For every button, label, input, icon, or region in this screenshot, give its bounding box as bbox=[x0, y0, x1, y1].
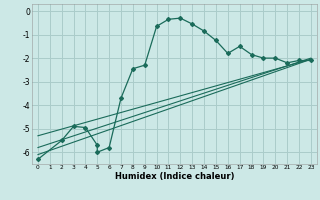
X-axis label: Humidex (Indice chaleur): Humidex (Indice chaleur) bbox=[115, 172, 234, 181]
